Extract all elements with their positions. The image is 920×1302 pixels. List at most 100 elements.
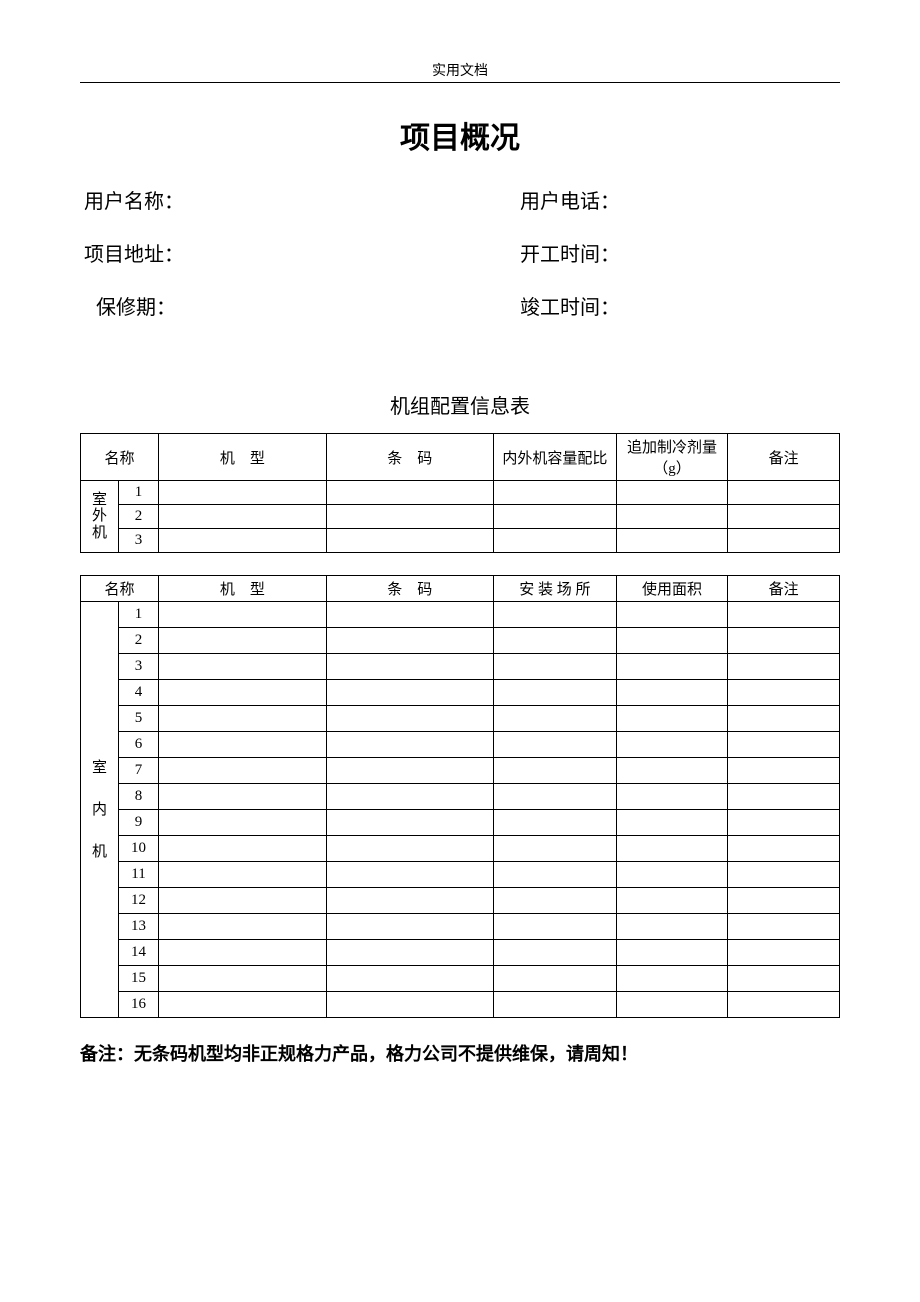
cell [616, 862, 728, 888]
cell [326, 784, 493, 810]
cell [326, 602, 493, 628]
th-code: 条 码 [326, 434, 493, 481]
row-index: 3 [118, 654, 158, 680]
table-row: 9 [81, 810, 840, 836]
row-index: 15 [118, 966, 158, 992]
config-table-title: 机组配置信息表 [80, 390, 840, 419]
group-label-line: 室 [92, 492, 107, 508]
cell [616, 940, 728, 966]
cell [728, 732, 840, 758]
table-row: 16 [81, 992, 840, 1018]
table-row: 12 [81, 888, 840, 914]
cell [616, 654, 728, 680]
cell [159, 758, 326, 784]
cell [728, 810, 840, 836]
row-index: 4 [118, 680, 158, 706]
field-start-time: 开工时间： [480, 238, 836, 267]
cell [159, 810, 326, 836]
th-model: 机 型 [159, 434, 326, 481]
indoor-units-table: 名称 机 型 条 码 安 装 场 所 使用面积 备注 室内机1234567891… [80, 575, 840, 1018]
cell [616, 706, 728, 732]
cell [728, 706, 840, 732]
cell [159, 914, 326, 940]
row-index: 1 [118, 602, 158, 628]
cell [616, 914, 728, 940]
table-row: 3 [81, 529, 840, 553]
cell [159, 654, 326, 680]
header-rule [80, 82, 840, 83]
cell [728, 992, 840, 1018]
row-index: 16 [118, 992, 158, 1018]
cell [493, 602, 616, 628]
th-remark: 备注 [728, 434, 840, 481]
cell [159, 628, 326, 654]
cell [326, 680, 493, 706]
row-index: 14 [118, 940, 158, 966]
field-finish-time: 竣工时间： [480, 291, 836, 320]
table-row: 2 [81, 628, 840, 654]
th-remark: 备注 [728, 576, 840, 602]
cell [493, 862, 616, 888]
table-row: 7 [81, 758, 840, 784]
table-row: 10 [81, 836, 840, 862]
document-page: 实用文档 项目概况 用户名称： 用户电话： 项目地址： 开工时间： 保修期： 竣… [0, 0, 920, 1106]
cell [616, 810, 728, 836]
row-index: 8 [118, 784, 158, 810]
th-ratio: 内外机容量配比 [493, 434, 616, 481]
table-row: 8 [81, 784, 840, 810]
cell [616, 732, 728, 758]
cell [616, 481, 728, 505]
table-row: 14 [81, 940, 840, 966]
cell [616, 628, 728, 654]
group-label-line: 室 [92, 760, 107, 776]
cell [616, 529, 728, 553]
cell [493, 706, 616, 732]
cell [728, 888, 840, 914]
row-index: 2 [118, 628, 158, 654]
field-warranty: 保修期： [84, 291, 440, 320]
cell [616, 758, 728, 784]
cell [493, 529, 616, 553]
row-index: 10 [118, 836, 158, 862]
group-label-line: 机 [92, 844, 107, 860]
cell [616, 966, 728, 992]
th-name: 名称 [81, 434, 159, 481]
cell [728, 914, 840, 940]
group-label-line: 机 [92, 525, 107, 541]
table-header-row: 名称 机 型 条 码 内外机容量配比 追加制冷剂量（g） 备注 [81, 434, 840, 481]
cell [159, 888, 326, 914]
cell [616, 888, 728, 914]
table-row: 6 [81, 732, 840, 758]
table-row: 5 [81, 706, 840, 732]
th-area: 使用面积 [616, 576, 728, 602]
cell [493, 628, 616, 654]
table-row: 4 [81, 680, 840, 706]
cell [728, 784, 840, 810]
cell [159, 836, 326, 862]
field-user-phone: 用户电话： [480, 185, 836, 214]
footer-note: 备注：无条码机型均非正规格力产品，格力公司不提供维保，请周知！ [80, 1040, 840, 1066]
cell [728, 862, 840, 888]
field-project-addr: 项目地址： [84, 238, 440, 267]
table-row: 2 [81, 505, 840, 529]
table-row: 13 [81, 914, 840, 940]
th-name: 名称 [81, 576, 159, 602]
table-row: 11 [81, 862, 840, 888]
field-user-name: 用户名称： [84, 185, 440, 214]
cell [493, 810, 616, 836]
cell [728, 505, 840, 529]
cell [728, 758, 840, 784]
cell [493, 914, 616, 940]
cell [493, 732, 616, 758]
cell [493, 481, 616, 505]
cell [493, 888, 616, 914]
cell [493, 992, 616, 1018]
cell [326, 836, 493, 862]
cell [159, 966, 326, 992]
row-index: 13 [118, 914, 158, 940]
table-row: 室 外 机 1 [81, 481, 840, 505]
row-index: 11 [118, 862, 158, 888]
cell [326, 966, 493, 992]
cell [493, 505, 616, 529]
th-place: 安 装 场 所 [493, 576, 616, 602]
